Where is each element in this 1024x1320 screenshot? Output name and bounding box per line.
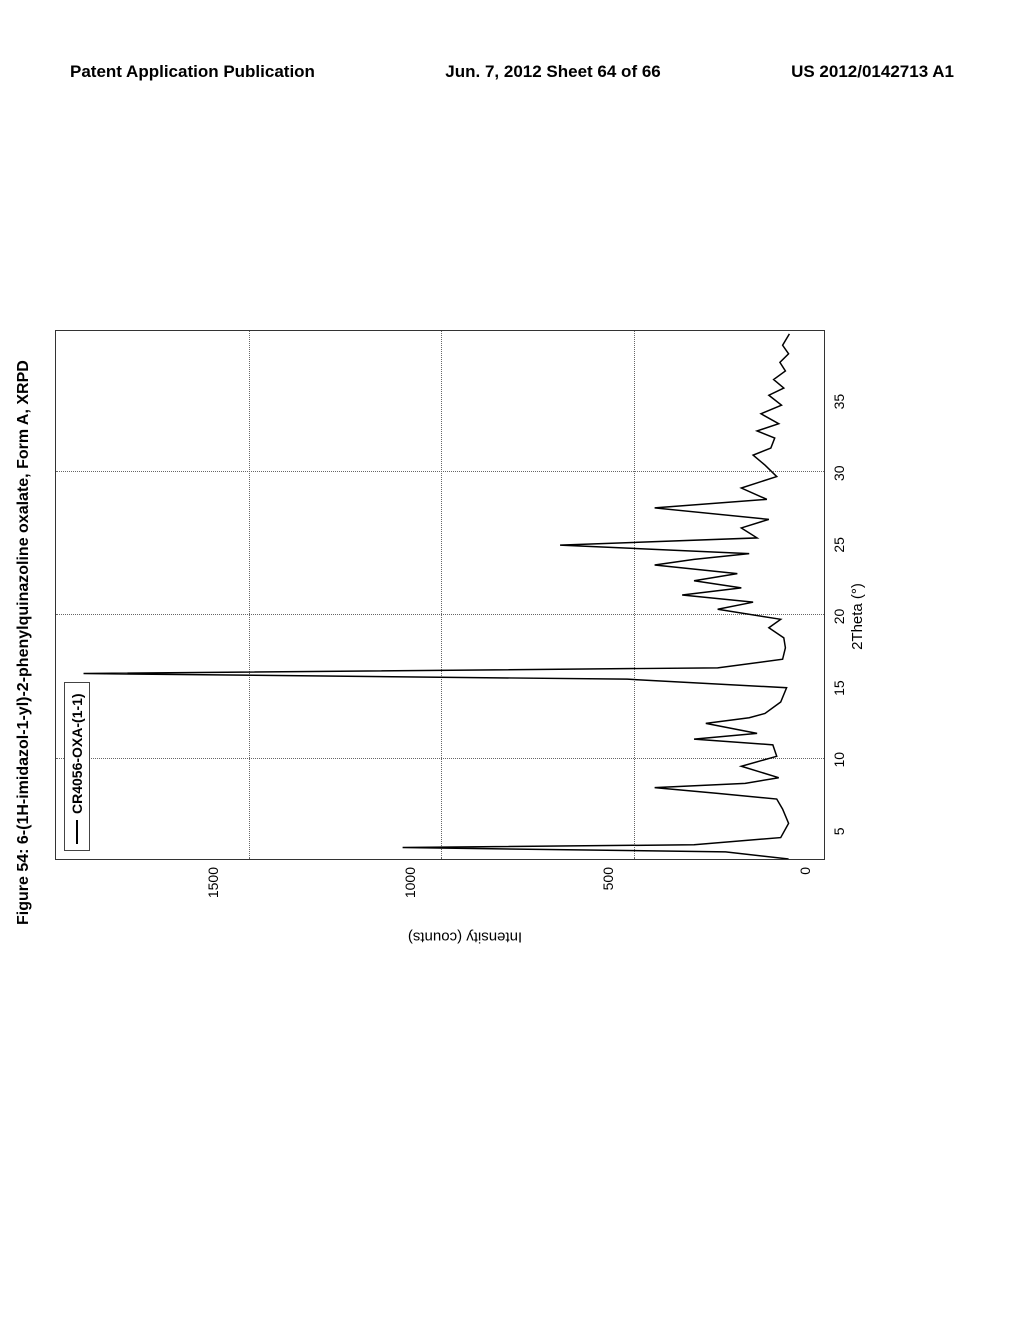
x-tick-label: 30 — [831, 465, 847, 481]
header-center: Jun. 7, 2012 Sheet 64 of 66 — [445, 62, 660, 82]
x-tick-label: 20 — [831, 609, 847, 625]
y-tick-label: 1000 — [402, 867, 418, 915]
header-left: Patent Application Publication — [70, 62, 315, 82]
x-tick-label: 5 — [831, 827, 847, 835]
header-right: US 2012/0142713 A1 — [791, 62, 954, 82]
legend-line-sample — [76, 820, 78, 844]
y-tick-label: 0 — [797, 867, 813, 915]
legend-box: CR4056-OXA-(1-1) — [64, 682, 90, 851]
xrpd-spectrum-line — [56, 331, 824, 859]
x-tick-label: 25 — [831, 537, 847, 553]
figure-container: Figure 54: 6-(1H-imidazol-1-yl)-2-phenyl… — [45, 315, 885, 925]
x-tick-label: 10 — [831, 752, 847, 768]
plot-area: CR4056-OXA-(1-1) — [55, 330, 825, 860]
x-tick-label: 15 — [831, 680, 847, 696]
y-tick-label: 500 — [600, 867, 616, 915]
y-tick-label: 1500 — [205, 867, 221, 915]
y-axis-label: Intensity (counts) — [408, 929, 522, 946]
figure-title: Figure 54: 6-(1H-imidazol-1-yl)-2-phenyl… — [15, 315, 33, 925]
x-axis-label: 2Theta (°) — [849, 583, 866, 650]
x-tick-label: 35 — [831, 394, 847, 410]
legend-label: CR4056-OXA-(1-1) — [69, 693, 85, 814]
patent-header: Patent Application Publication Jun. 7, 2… — [0, 62, 1024, 82]
